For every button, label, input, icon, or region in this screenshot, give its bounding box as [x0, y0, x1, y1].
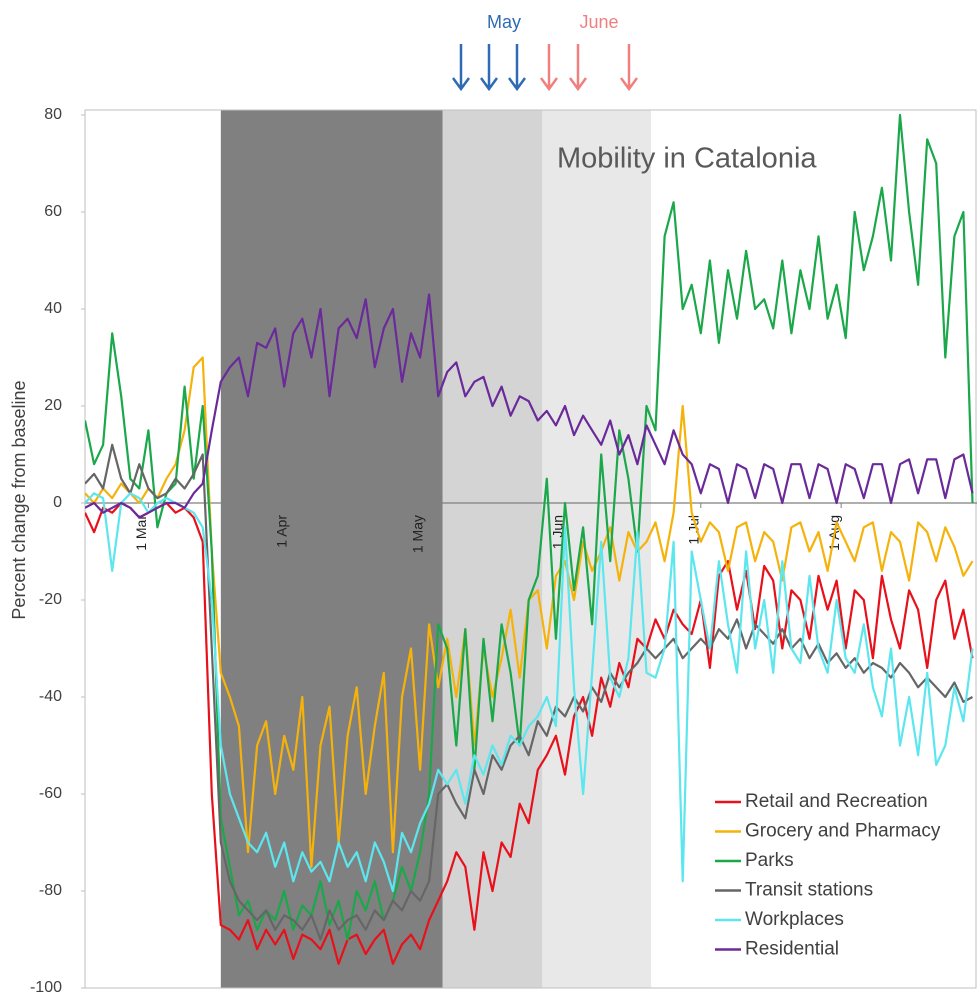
arrow	[539, 44, 559, 92]
y-tick-label: 80	[44, 106, 62, 123]
y-tick-label: 60	[44, 203, 62, 220]
legend-label: Parks	[745, 850, 794, 871]
series-line	[85, 492, 974, 893]
y-tick-label: -80	[39, 882, 62, 899]
legend-label: Residential	[745, 939, 839, 960]
y-tick-label: -60	[39, 785, 62, 802]
legend-label: Workplaces	[745, 909, 844, 930]
y-tick-label: -40	[39, 688, 62, 705]
shaded-periods	[220, 110, 651, 988]
plot-frame	[84, 109, 977, 989]
arrow	[451, 44, 471, 92]
legend-label: Retail and Recreation	[745, 791, 928, 812]
arrow	[619, 44, 639, 92]
series-line	[85, 293, 974, 519]
series-line	[85, 443, 974, 941]
arrow	[479, 44, 499, 92]
y-tick-label: -20	[39, 591, 62, 608]
y-tick-label: -100	[30, 979, 62, 996]
x-tick-label: 1 May	[409, 515, 425, 553]
axes: -100 -80 -60 -40 -20 0 20 40 60 80 1 Mar 1 Apr 1 May…	[30, 106, 977, 996]
y-tick-label: 20	[44, 397, 62, 414]
shaded-period	[442, 110, 543, 988]
y-tick-label: 0	[53, 494, 62, 511]
arrow	[507, 44, 527, 92]
x-tick-label: 1 Jul	[686, 515, 702, 545]
lines	[85, 113, 974, 965]
legend: Retail and Recreation Grocery and Pharmac…	[715, 791, 941, 960]
arrows	[451, 44, 639, 92]
series-line	[85, 113, 974, 941]
chart-title: Mobility in Catalonia	[557, 143, 817, 175]
x-tick-label: 1 Mar	[133, 515, 149, 551]
x-tick-label: 1 Apr	[273, 515, 289, 548]
y-tick-label: 40	[44, 300, 62, 317]
annotation-june: June	[579, 12, 618, 32]
series-line	[85, 501, 974, 965]
arrow	[568, 44, 588, 92]
y-axis-label: Percent change from baseline	[9, 380, 29, 619]
legend-label: Transit stations	[745, 880, 873, 901]
annotation-may: May	[487, 12, 521, 32]
legend-label: Grocery and Pharmacy	[745, 821, 941, 842]
